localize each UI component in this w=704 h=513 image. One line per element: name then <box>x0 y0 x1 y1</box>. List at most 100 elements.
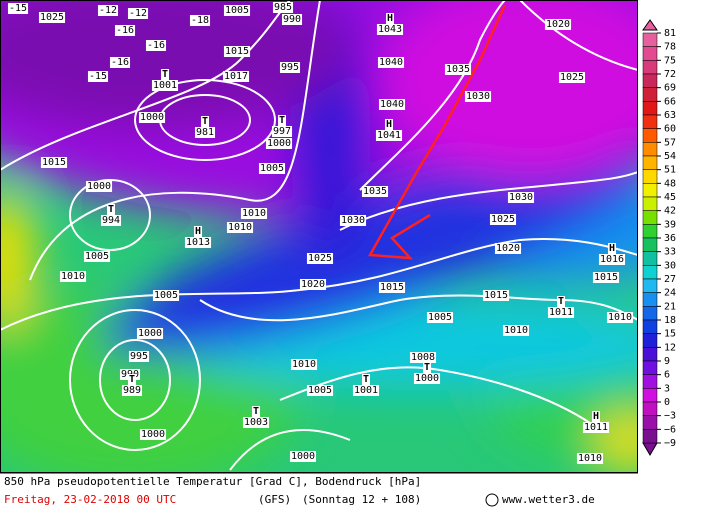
colorbar-swatch <box>642 401 658 416</box>
center-pressure: 1000 <box>415 373 439 384</box>
colorbar-tick-label: 69 <box>664 83 676 94</box>
center-symbol: T <box>108 204 114 215</box>
isobar-label: 1017 <box>224 71 248 82</box>
isobar-label: 1035 <box>446 64 470 75</box>
temperature-label: -12 <box>129 8 147 19</box>
isobar-label-box <box>507 192 535 203</box>
center-symbol-box <box>384 119 394 130</box>
colorbar-tick-label: 36 <box>664 233 676 244</box>
colorbar-swatch <box>642 101 658 116</box>
center-symbol: T <box>558 296 564 307</box>
colorbar-tick-label: −9 <box>664 438 676 449</box>
isobar-label-box <box>85 181 113 192</box>
center-symbol-box <box>106 204 116 215</box>
center-symbol: H <box>609 243 615 254</box>
isobar-label-box <box>152 290 180 301</box>
isobar-label-box <box>544 19 572 30</box>
colorbar-tick-label: 39 <box>664 219 676 230</box>
center-symbol: T <box>162 69 168 80</box>
colorbar-tick-label: 57 <box>664 137 676 148</box>
center-symbol-box <box>422 362 432 373</box>
isobar-label-box <box>377 57 405 68</box>
center-pressure: 1011 <box>549 307 573 318</box>
center-pressure-box <box>100 215 122 226</box>
colorbar-tick-label: 54 <box>664 151 676 162</box>
center-pressure-box <box>582 422 610 433</box>
isobar-label: 1010 <box>61 271 85 282</box>
center-symbol: T <box>424 362 430 373</box>
isobar-label: 985 <box>274 2 292 13</box>
isobar-label: 1015 <box>484 290 508 301</box>
isobar-label: 990 <box>283 14 301 25</box>
caption-run: (Sonntag 12 + 108) <box>302 493 421 506</box>
isobar-label: 1005 <box>154 290 178 301</box>
isobar-label-box <box>223 5 251 16</box>
colorbar-tick-label: 6 <box>664 370 670 381</box>
temperature-label-box <box>109 57 131 68</box>
center-symbol-box <box>200 116 210 127</box>
colorbar-tick-label: 75 <box>664 55 676 66</box>
colorbar-tick-label: 21 <box>664 301 676 312</box>
isobar-label: 1005 <box>308 385 332 396</box>
colorbar-swatch <box>642 415 658 430</box>
center-symbol: T <box>129 374 135 385</box>
isobar-label-box <box>223 46 251 57</box>
center-pressure: 1003 <box>244 417 268 428</box>
isobar-label: 1010 <box>242 208 266 219</box>
center-pressure-box <box>271 126 293 137</box>
center-pressure-box <box>242 417 270 428</box>
center-pressure: 1043 <box>378 24 402 35</box>
center-symbol-box <box>556 296 566 307</box>
isobar-label: 1020 <box>496 243 520 254</box>
isobar-label: 1040 <box>379 57 403 68</box>
colorbar-tick-label: 63 <box>664 110 676 121</box>
temperature-label-box <box>127 8 149 19</box>
colorbar-swatch <box>642 169 658 184</box>
colorbar-swatch <box>642 278 658 293</box>
colorbar-swatch <box>642 237 658 252</box>
isobar-label: 1000 <box>267 138 291 149</box>
colorbar-swatch <box>642 374 658 389</box>
center-symbol-box <box>591 411 601 422</box>
temperature-label: -16 <box>147 40 165 51</box>
colorbar-tick-label: 12 <box>664 342 676 353</box>
isobars <box>0 0 638 471</box>
isobar-label: 1025 <box>40 12 64 23</box>
isobar-label: 1015 <box>42 157 66 168</box>
center-symbol: T <box>202 116 208 127</box>
center-pressure: 994 <box>102 215 120 226</box>
colorbar-tick-label: 24 <box>664 288 676 299</box>
isobar-label-box <box>222 71 250 82</box>
isobar-label: 1000 <box>140 112 164 123</box>
colorbar-tick-label: 18 <box>664 315 676 326</box>
isobar-label-box <box>494 243 522 254</box>
temperature-label: -15 <box>9 3 27 14</box>
isobar-label: 1020 <box>546 19 570 30</box>
isobar-label-box <box>138 112 166 123</box>
colorbar-swatch <box>642 87 658 102</box>
colorbar-tick-label: 66 <box>664 96 676 107</box>
colorbar-tick-label: 0 <box>664 397 670 408</box>
colorbar-swatch <box>642 224 658 239</box>
center-pressure: 989 <box>123 385 141 396</box>
isobar-label-box <box>482 290 510 301</box>
center-symbol: H <box>386 119 392 130</box>
isobar-label-box <box>59 271 87 282</box>
isobar-label: 1008 <box>411 352 435 363</box>
isobar-label-box <box>378 282 406 293</box>
isobar-label: 1035 <box>363 186 387 197</box>
temperature-label: -16 <box>111 57 129 68</box>
isobar-label-box <box>40 157 68 168</box>
colorbar-swatch <box>642 196 658 211</box>
isobar-label-box <box>576 453 604 464</box>
colorbar-swatch <box>642 128 658 143</box>
temperature-label-box <box>7 3 29 14</box>
colorbar-swatch <box>642 429 658 444</box>
isobar-label-box <box>592 272 620 283</box>
isobar-label: 1025 <box>308 253 332 264</box>
center-symbol-box <box>193 226 203 237</box>
colorbar-top-arrow <box>642 19 658 31</box>
center-pressure: 1001 <box>354 385 378 396</box>
